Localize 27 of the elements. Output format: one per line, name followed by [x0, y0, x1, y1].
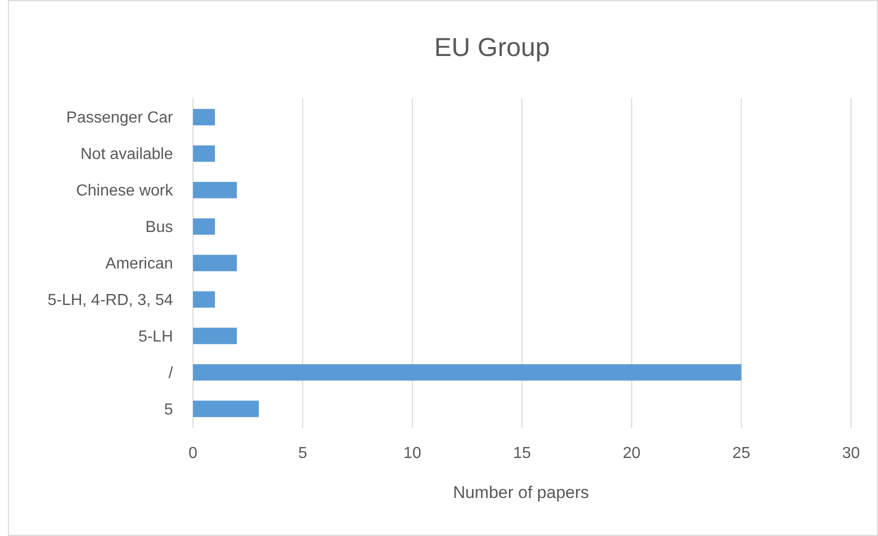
y-tick-label: Not available: [80, 146, 174, 164]
bar: [193, 182, 237, 198]
y-tick-label: 5-LH, 4-RD, 3, 54: [48, 292, 174, 310]
y-tick-label: Bus: [145, 219, 173, 236]
y-tick-label: 5-LH: [138, 328, 173, 346]
bar: [193, 254, 237, 272]
bar: [193, 218, 215, 235]
bar: [193, 291, 215, 308]
x-tick-label: 30: [842, 445, 860, 462]
x-axis-title: Number of papers: [452, 483, 590, 502]
bar: [193, 328, 237, 344]
x-tick-label: 5: [298, 445, 308, 462]
x-tick-label: 15: [513, 445, 531, 462]
x-tick-label: 0: [188, 445, 198, 462]
x-tick-label: 20: [622, 445, 641, 462]
y-tick-label: /: [168, 364, 174, 382]
bar: [193, 364, 742, 381]
y-tick-label: Passenger Car: [66, 110, 174, 127]
chart-title: EU Group: [434, 32, 550, 62]
y-tick-label: 5: [164, 401, 174, 418]
bar: [193, 400, 259, 418]
x-tick-label: 10: [403, 445, 422, 462]
y-tick-label: Chinese work: [76, 182, 174, 200]
bar: [193, 145, 215, 162]
x-tick-label: 25: [732, 445, 750, 462]
y-tick-label: American: [105, 256, 173, 273]
bar: [193, 108, 215, 126]
